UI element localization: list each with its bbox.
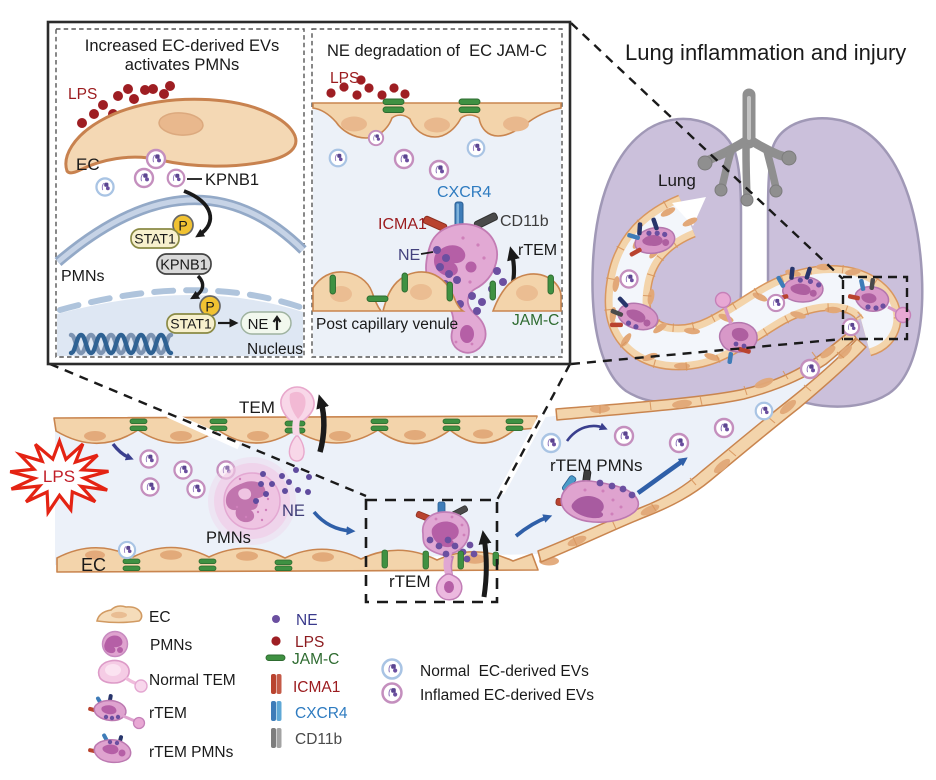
svg-text:CD11b: CD11b (500, 213, 549, 230)
svg-text:JAM-C: JAM-C (292, 651, 339, 668)
svg-text:EC: EC (81, 555, 106, 575)
svg-text:LPS: LPS (295, 634, 324, 651)
svg-text:PMNs: PMNs (61, 268, 105, 285)
svg-text:PMNs: PMNs (206, 529, 251, 547)
svg-text:rTEM: rTEM (518, 242, 557, 259)
svg-text:Lung inflammation and injury: Lung inflammation and injury (625, 40, 906, 65)
svg-text:rTEM: rTEM (149, 705, 187, 722)
svg-text:CXCR4: CXCR4 (437, 184, 491, 201)
svg-text:NE: NE (282, 502, 305, 520)
svg-text:rTEM: rTEM (389, 572, 431, 591)
svg-text:KPNB1: KPNB1 (205, 171, 259, 189)
svg-text:NE degradation of EC JAM-C: NE degradation of EC JAM-C (327, 42, 547, 60)
svg-text:Normal EC-derived EVs: Normal EC-derived EVs (420, 663, 589, 680)
svg-text:NE: NE (398, 247, 420, 264)
svg-text:EC: EC (149, 609, 171, 626)
svg-text:EC: EC (76, 155, 100, 174)
svg-text:NE: NE (296, 612, 318, 629)
svg-text:P: P (178, 218, 187, 234)
svg-text:Inflamed EC-derived EVs: Inflamed EC-derived EVs (420, 687, 594, 704)
svg-text:CXCR4: CXCR4 (295, 705, 348, 722)
svg-text:Post capillary venule: Post capillary venule (316, 316, 458, 333)
svg-text:LPS: LPS (43, 467, 75, 486)
svg-text:LPS: LPS (68, 86, 97, 103)
svg-text:rTEM PMNs: rTEM PMNs (149, 744, 234, 761)
svg-text:Lung: Lung (658, 171, 696, 190)
svg-text:activates PMNs: activates PMNs (125, 56, 240, 74)
svg-text:LPS: LPS (330, 70, 359, 87)
svg-text:P: P (205, 299, 214, 315)
svg-text:rTEM PMNs: rTEM PMNs (550, 456, 643, 475)
svg-text:PMNs: PMNs (150, 637, 192, 654)
svg-text:ICMA1: ICMA1 (378, 216, 427, 233)
svg-text:Nucleus: Nucleus (247, 341, 303, 358)
svg-text:KPNB1: KPNB1 (160, 258, 208, 274)
svg-text:STAT1: STAT1 (170, 316, 212, 332)
svg-text:NE: NE (248, 316, 269, 333)
svg-text:Increased EC-derived EVs: Increased EC-derived EVs (85, 37, 279, 55)
svg-text:Normal TEM: Normal TEM (149, 672, 236, 689)
svg-text:ICMA1: ICMA1 (293, 679, 340, 696)
svg-text:TEM: TEM (239, 398, 275, 417)
svg-text:CD11b: CD11b (295, 731, 342, 748)
svg-text:JAM-C: JAM-C (512, 312, 559, 329)
svg-text:STAT1: STAT1 (134, 231, 176, 247)
